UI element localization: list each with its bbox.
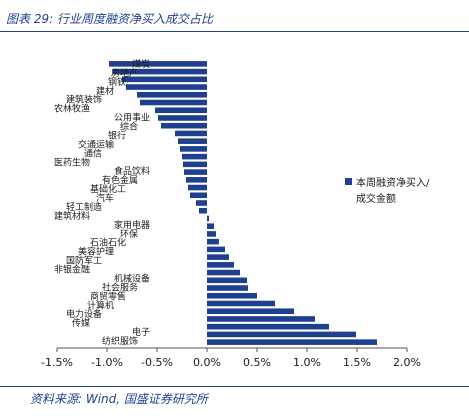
legend-swatch — [345, 178, 352, 185]
x-tick-label: 1.5% — [343, 356, 371, 369]
bar — [207, 269, 240, 276]
x-tick-label: -0.5% — [141, 356, 173, 369]
category-label: 计算机 — [87, 299, 114, 311]
category-label: 公用事业 — [114, 112, 150, 124]
category-label: 食品饮料 — [114, 165, 150, 177]
bar — [207, 316, 315, 322]
bottom-divider — [0, 386, 469, 387]
bar — [207, 331, 356, 338]
category-label: 银行 — [108, 130, 126, 142]
legend-label: 成交金额 — [356, 192, 396, 205]
bar — [207, 323, 329, 330]
bar — [207, 277, 247, 284]
category-label: 建筑材料 — [54, 210, 90, 222]
bar — [207, 308, 294, 314]
category-label: 电子 — [132, 326, 150, 338]
category-label: 轻工制造 — [66, 201, 102, 213]
bar — [199, 207, 207, 214]
bar — [207, 254, 229, 260]
bar — [207, 223, 214, 229]
category-label: 综合 — [120, 121, 138, 133]
bar — [183, 161, 207, 168]
category-label: 农林牧渔 — [54, 103, 90, 115]
bar — [155, 107, 207, 114]
bar — [207, 238, 219, 245]
x-tick-label: 0.5% — [243, 356, 271, 369]
category-label: 汽车 — [96, 192, 114, 204]
bar — [188, 184, 207, 191]
bar — [207, 285, 248, 291]
source-note: 资料来源: Wind, 国盛证券研究所 — [30, 392, 208, 406]
bar — [182, 153, 207, 160]
x-tick-label: 0.0% — [193, 356, 221, 369]
category-label: 非银金融 — [54, 264, 90, 276]
bar — [207, 292, 257, 299]
bar — [137, 92, 207, 98]
bar — [140, 99, 207, 106]
category-label: 交通运输 — [78, 138, 114, 150]
bar — [190, 192, 207, 199]
x-tick-label: 2.0% — [393, 356, 421, 369]
category-label: 建材 — [96, 85, 114, 97]
bar — [158, 115, 207, 121]
bar — [180, 146, 207, 152]
category-label: 医药生物 — [54, 156, 90, 168]
category-label: 传媒 — [72, 317, 90, 329]
bar — [207, 262, 234, 268]
bar — [161, 122, 207, 129]
category-label: 美容护理 — [78, 246, 114, 258]
category-label: 煤炭 — [132, 58, 150, 70]
bar — [207, 231, 216, 237]
bar — [207, 215, 209, 222]
bar — [184, 169, 207, 175]
bar — [186, 177, 207, 183]
bar — [207, 300, 275, 307]
category-label: 房地产 — [111, 67, 138, 79]
category-label: 环保 — [120, 228, 138, 240]
bar — [113, 68, 207, 75]
x-tick-label: 1.0% — [293, 356, 321, 369]
category-label: 纺织服饰 — [102, 335, 138, 347]
category-label: 建筑装饰 — [66, 94, 102, 106]
bar — [175, 130, 207, 137]
category-label: 石油石化 — [90, 237, 126, 249]
category-label: 机械设备 — [114, 273, 150, 285]
category-label: 家用电器 — [114, 219, 150, 231]
category-label: 国防军工 — [66, 255, 102, 267]
category-label: 通信 — [84, 147, 102, 159]
x-tick-label: -1.5% — [41, 356, 73, 369]
bar — [126, 84, 207, 90]
bar — [207, 246, 225, 253]
category-label: 商贸零售 — [90, 290, 126, 302]
category-label: 基础化工 — [90, 183, 126, 195]
category-label: 有色金属 — [102, 174, 138, 186]
category-label: 社会服务 — [102, 281, 138, 293]
bar — [207, 339, 377, 345]
bar — [122, 76, 207, 83]
bar — [196, 200, 207, 206]
x-tick-label: -1.0% — [91, 356, 123, 369]
top-divider — [0, 31, 469, 32]
bar — [178, 138, 207, 144]
bar — [109, 61, 207, 67]
chart-title: 图表 29: 行业周度融资净买入成交占比 — [6, 12, 213, 26]
category-label: 电力设备 — [66, 308, 102, 320]
legend-label: 本周融资净买入/ — [356, 176, 430, 189]
category-label: 钢铁 — [108, 76, 126, 88]
